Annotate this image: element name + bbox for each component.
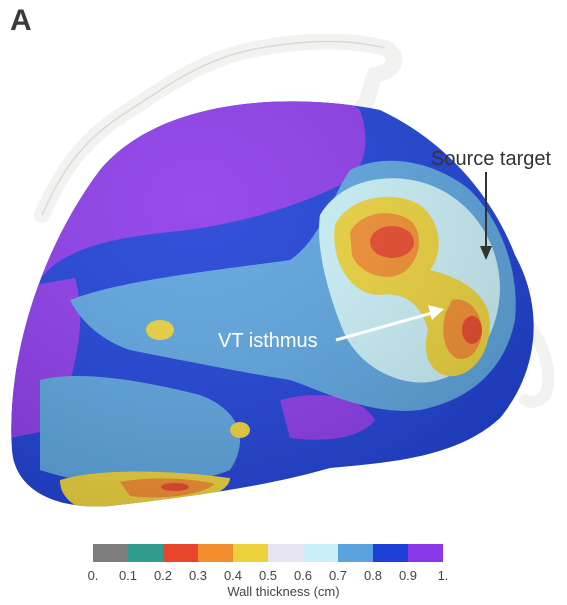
colorbar-tick-label: 0.6 — [293, 568, 313, 583]
colorbar-swatch — [198, 544, 233, 562]
colorbar-tick-label: 0.3 — [188, 568, 208, 583]
colorbar-tick-label: 0.5 — [258, 568, 278, 583]
colorbar-swatch — [408, 544, 443, 562]
colorbar-swatch — [233, 544, 268, 562]
colorbar-tick-label: 1. — [437, 568, 449, 583]
vt-isthmus-arrow — [335, 305, 444, 342]
colorbar-swatch — [163, 544, 198, 562]
heart-wall-thickness-map — [11, 33, 555, 507]
source-target-label: Source target — [431, 148, 552, 170]
colorbar-tick-label: 0. — [87, 568, 99, 583]
colorbar-tick-label: 0.7 — [328, 568, 348, 583]
colorbar-swatch — [128, 544, 163, 562]
colorbar-tick-label: 0.4 — [223, 568, 243, 583]
colorbar-tick-label: 0.1 — [118, 568, 138, 583]
source-target-arrow — [480, 172, 492, 260]
colorbar-swatch — [373, 544, 408, 562]
panel-label: A — [10, 4, 32, 37]
colorbar-title: Wall thickness (cm) — [227, 584, 340, 599]
colorbar-ticks: 0. 0.1 0.2 0.3 0.4 0.5 0.6 0.7 0.8 0.9 1. — [78, 568, 458, 584]
colorbar-swatch — [93, 544, 128, 562]
wall-thickness-colorbar — [93, 544, 443, 562]
colorbar-swatch — [338, 544, 373, 562]
colorbar-swatch — [303, 544, 338, 562]
colorbar-tick-label: 0.9 — [398, 568, 418, 583]
vt-isthmus-label: VT isthmus — [218, 330, 318, 352]
colorbar-tick-label: 0.8 — [363, 568, 383, 583]
colorbar-swatch — [268, 544, 303, 562]
colorbar-tick-label: 0.2 — [153, 568, 173, 583]
